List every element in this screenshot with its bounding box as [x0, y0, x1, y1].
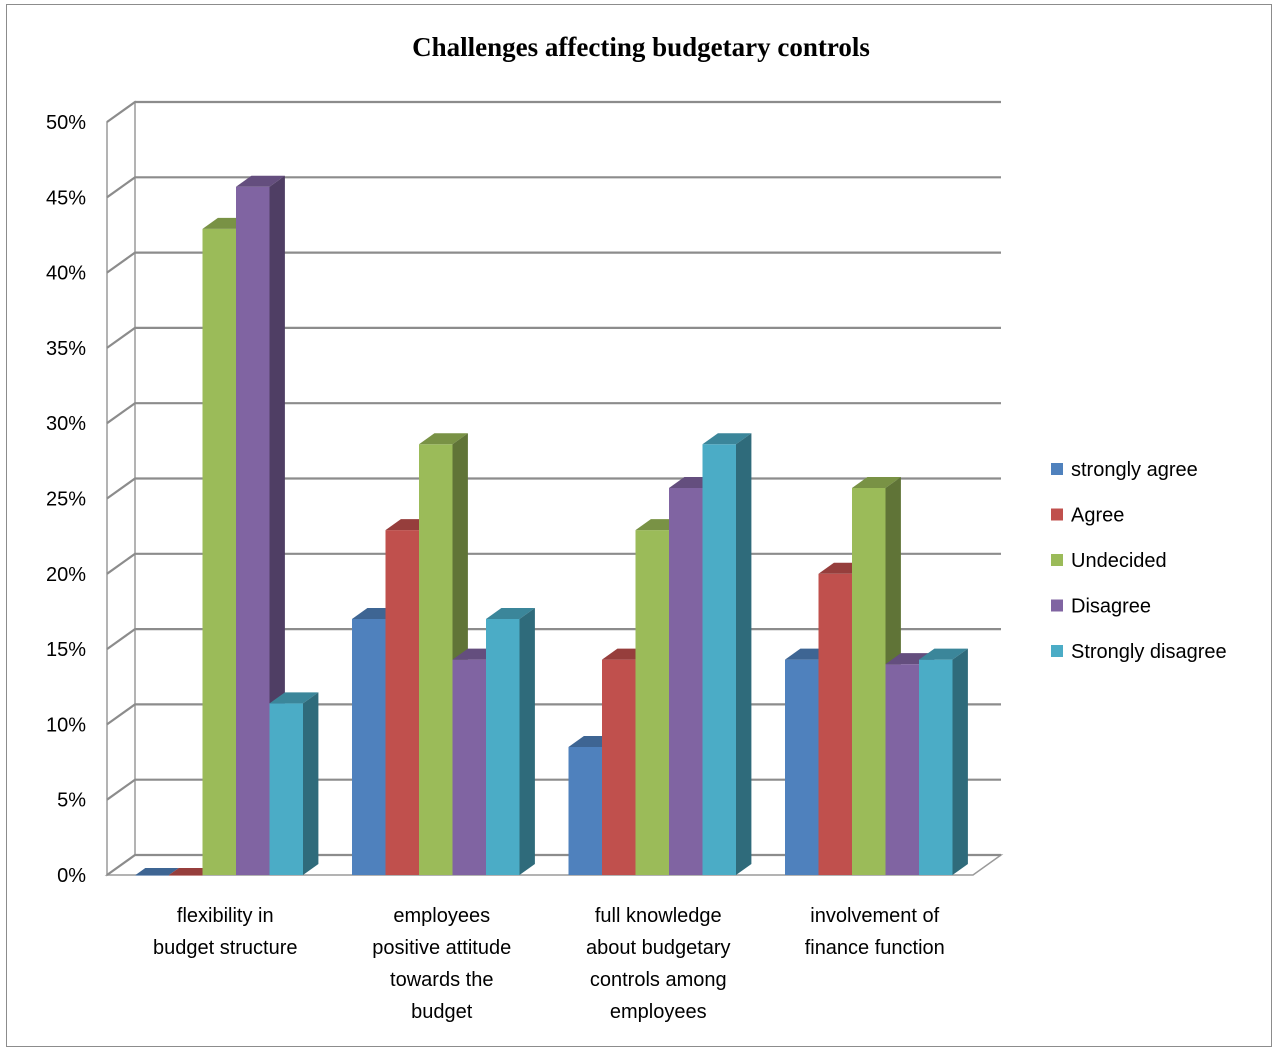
x-axis-category-labels: flexibility in budget structure employees p… — [153, 905, 945, 1023]
y-axis-ticks: 0% 5% 10% 15% 20% 25% 30% 35% 40% 45% 50% — [46, 112, 86, 887]
category-label: employees positive attitude towards the bud… — [372, 905, 511, 1023]
bar-front — [135, 875, 169, 876]
legend-swatch — [1051, 645, 1063, 657]
y-tick-label: 40% — [46, 263, 86, 285]
y-tick-label: 25% — [46, 489, 86, 511]
bar-front — [818, 573, 852, 875]
legend-label: strongly agree — [1071, 459, 1198, 481]
bar-front — [669, 487, 703, 875]
bar — [702, 433, 752, 875]
gridline — [106, 100, 1001, 123]
legend-label: Undecided — [1071, 550, 1167, 572]
bar-front — [419, 444, 453, 875]
bar-front — [852, 487, 886, 875]
bar-front — [452, 659, 486, 875]
legend-label: Disagree — [1071, 596, 1151, 618]
legend-item: Strongly disagree — [1051, 641, 1227, 663]
bar-top — [169, 868, 213, 875]
bar — [269, 692, 319, 875]
bar-front — [202, 228, 236, 875]
y-tick-label: 20% — [46, 564, 86, 586]
bar — [486, 607, 535, 875]
legend: strongly agree Agree Undecided Disagree Stro… — [1051, 459, 1227, 663]
gridline — [106, 326, 1001, 349]
y-tick-label: 45% — [46, 187, 86, 209]
y-tick-label: 0% — [57, 865, 86, 887]
bar-front — [602, 659, 636, 875]
bar-front — [919, 659, 953, 875]
y-tick-label: 50% — [46, 112, 86, 134]
legend-item: strongly agree — [1051, 459, 1198, 481]
gridline — [106, 402, 1001, 425]
bar-front — [702, 444, 736, 875]
bar-front — [486, 618, 520, 875]
bar-front — [785, 659, 819, 875]
legend-item: Agree — [1051, 505, 1124, 527]
gridline — [106, 176, 1001, 199]
legend-item: Disagree — [1051, 596, 1151, 618]
bar-front — [352, 618, 386, 875]
legend-swatch — [1051, 463, 1063, 475]
bar-side — [519, 607, 535, 875]
bar — [169, 868, 213, 876]
bar-side — [303, 692, 319, 875]
bar-front — [885, 664, 919, 875]
bar-front — [269, 703, 303, 875]
legend-label: Strongly disagree — [1071, 641, 1227, 663]
bars — [135, 175, 968, 876]
legend-item: Undecided — [1051, 550, 1167, 572]
bar-top — [269, 692, 319, 704]
y-tick-label: 10% — [46, 714, 86, 736]
bar-side — [952, 648, 968, 875]
bar — [919, 648, 968, 875]
bar-top — [236, 175, 285, 187]
bar-top — [419, 433, 468, 445]
chart-title: Challenges affecting budgetary controls — [412, 32, 870, 62]
bar-front — [169, 875, 203, 876]
y-tick-label: 15% — [46, 639, 86, 661]
gridline — [106, 251, 1001, 274]
category-label: flexibility in budget structure — [153, 905, 298, 959]
bar-front — [635, 530, 669, 875]
legend-label: Agree — [1071, 505, 1124, 527]
legend-swatch — [1051, 599, 1063, 612]
y-tick-label: 5% — [57, 790, 86, 812]
bar — [135, 868, 179, 876]
bar-top — [486, 607, 535, 619]
y-tick-label: 30% — [46, 413, 86, 435]
bar-front — [236, 186, 270, 875]
bar-front — [568, 746, 602, 875]
bar-top — [702, 433, 752, 445]
chart-frame: Challenges affecting budgetary controls … — [6, 4, 1272, 1047]
bar-top — [919, 648, 968, 660]
category-label: full knowledge about budgetary controls am… — [586, 905, 731, 1023]
bar — [236, 175, 285, 875]
legend-swatch — [1051, 554, 1063, 566]
y-tick-label: 35% — [46, 338, 86, 360]
bar-top — [135, 868, 179, 875]
legend-swatch — [1051, 508, 1063, 521]
category-label: involvement of finance function — [805, 905, 945, 959]
bar-side — [736, 433, 752, 875]
bar-front — [385, 530, 419, 875]
bar-top — [852, 476, 901, 488]
bar-chart: Challenges affecting budgetary controls … — [46, 32, 1227, 1023]
